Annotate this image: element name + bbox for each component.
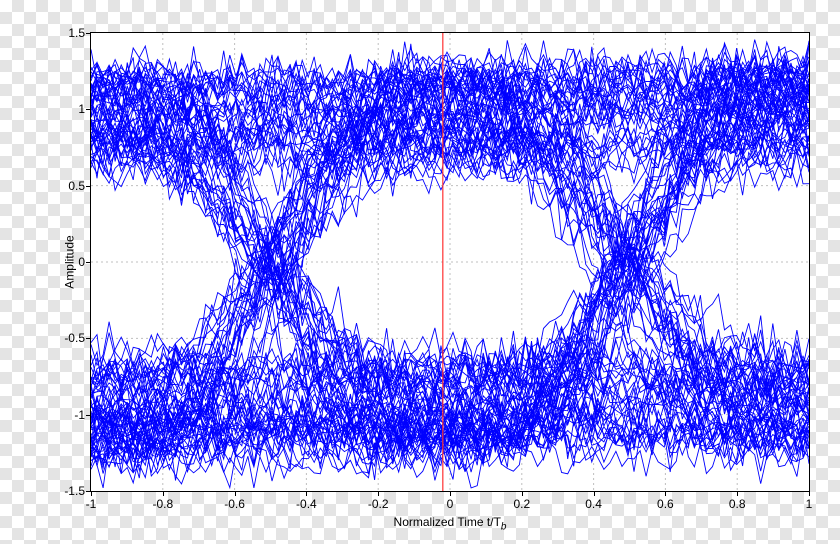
x-axis-label: Normalized Time t/Tb	[394, 515, 507, 532]
xtick-mark	[665, 491, 666, 496]
xtick-label: 0.4	[585, 497, 602, 511]
xtick-label: 0	[447, 497, 454, 511]
ytick-label: 1.5	[68, 26, 85, 40]
xtick-mark	[306, 491, 307, 496]
figure: Amplitude Normalized Time t/Tb -1 -0.8 -0.…	[0, 0, 840, 544]
xtick-mark	[737, 491, 738, 496]
xtick-mark	[594, 491, 595, 496]
xtick-label: 0.6	[657, 497, 674, 511]
xtick-label: -0.2	[368, 497, 389, 511]
ytick-label: 1	[78, 102, 85, 116]
ytick-label: 0	[78, 255, 85, 269]
ytick-mark	[86, 415, 91, 416]
plot-area: Amplitude Normalized Time t/Tb -1-0.8-0.…	[90, 32, 810, 492]
ytick-label: -1	[74, 408, 85, 422]
xtick-mark	[235, 491, 236, 496]
xtick-mark	[809, 491, 810, 496]
xtick-mark	[378, 491, 379, 496]
ytick-label: -1.5	[64, 484, 85, 498]
xtick-label: -0.6	[224, 497, 245, 511]
ytick-label: -0.5	[64, 331, 85, 345]
xtick-mark	[522, 491, 523, 496]
xtick-label: -1	[86, 497, 97, 511]
ytick-mark	[86, 186, 91, 187]
ytick-label: 0.5	[68, 179, 85, 193]
xtick-label: 0.2	[513, 497, 530, 511]
ytick-mark	[86, 262, 91, 263]
xtick-label: 0.8	[729, 497, 746, 511]
ytick-mark	[86, 338, 91, 339]
xtick-label: 1	[806, 497, 813, 511]
ytick-mark	[86, 491, 91, 492]
plot-svg	[91, 33, 809, 491]
ytick-mark	[86, 33, 91, 34]
xtick-mark	[91, 491, 92, 496]
xtick-label: -0.4	[296, 497, 317, 511]
y-axis-label: Amplitude	[63, 235, 77, 288]
ytick-mark	[86, 109, 91, 110]
xtick-mark	[450, 491, 451, 496]
xtick-mark	[163, 491, 164, 496]
xtick-label: -0.8	[152, 497, 173, 511]
